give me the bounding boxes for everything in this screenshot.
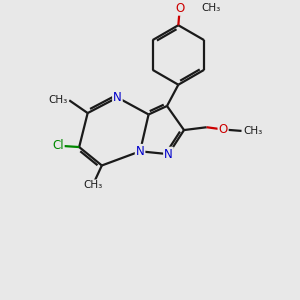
Text: CH₃: CH₃ (201, 3, 220, 13)
Text: N: N (113, 91, 122, 104)
Text: CH₃: CH₃ (49, 95, 68, 105)
Text: N: N (136, 145, 145, 158)
Text: CH₃: CH₃ (243, 126, 262, 136)
Text: N: N (164, 148, 173, 160)
Text: CH₃: CH₃ (84, 180, 103, 190)
Text: Cl: Cl (52, 139, 64, 152)
Text: O: O (175, 2, 184, 15)
Text: O: O (218, 123, 228, 136)
